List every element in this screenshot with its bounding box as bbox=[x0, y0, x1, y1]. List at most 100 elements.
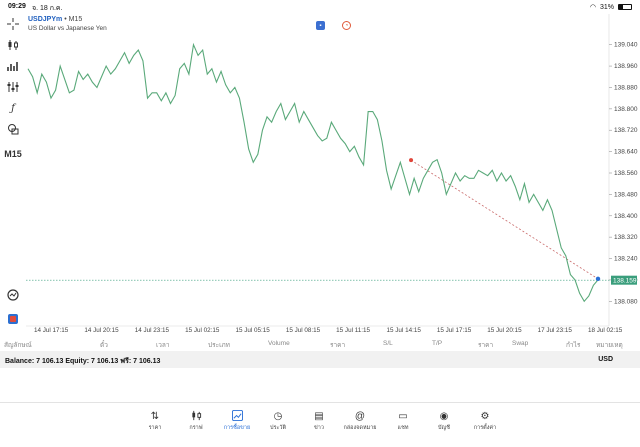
quotes-icon: ⇅ bbox=[150, 411, 160, 422]
y-tick-label: 138.800 bbox=[614, 106, 638, 113]
current-price-tag-bg bbox=[611, 275, 637, 285]
nav-settings-label: การตั้งค่า bbox=[473, 425, 497, 431]
symbol-bullet: • bbox=[64, 16, 67, 23]
y-tick-label: 138.560 bbox=[614, 170, 638, 177]
y-tick-label: 139.040 bbox=[614, 42, 638, 49]
y-tick-label: 138.400 bbox=[614, 213, 638, 220]
x-tick-label: 14 Jul 17:15 bbox=[34, 327, 69, 332]
chart-grid bbox=[26, 14, 610, 327]
x-tick-label: 14 Jul 23:15 bbox=[135, 327, 170, 332]
wifi-icon: ◠ bbox=[589, 4, 596, 11]
nav-history-label: ประวัติ bbox=[269, 425, 287, 431]
status-time: 09:29 bbox=[8, 3, 26, 10]
y-tick-label: 138.080 bbox=[614, 298, 638, 305]
status-bar: 09:29 จ. 18 ก.ค. ◠ 31% bbox=[0, 0, 640, 14]
nav-history[interactable]: ◷ ประวัติ bbox=[261, 410, 295, 432]
y-tick-label: 138.320 bbox=[614, 234, 638, 241]
x-tick-label: 15 Jul 11:15 bbox=[336, 327, 370, 332]
bottom-nav: ⇅ ราคา กราฟ การซื้อขาย ◷ ประวัติ ▤ ข่าว … bbox=[0, 402, 640, 447]
col-comment[interactable]: หมายเหตุ bbox=[596, 342, 623, 349]
col-symbol[interactable]: สัญลักษณ์ bbox=[4, 342, 32, 349]
col-current-price[interactable]: ราคา bbox=[478, 342, 494, 349]
nav-mailbox-label: กล่องจดหมาย bbox=[343, 425, 377, 431]
x-tick-label: 15 Jul 02:15 bbox=[185, 327, 220, 332]
status-right: ◠ 31% bbox=[590, 3, 632, 11]
y-tick-label: 138.720 bbox=[614, 127, 638, 134]
y-tick-label: 138.960 bbox=[614, 63, 638, 70]
x-tick-label: 15 Jul 20:15 bbox=[487, 327, 522, 332]
nav-quotes[interactable]: ⇅ ราคา bbox=[138, 410, 172, 432]
chat-icon: ▭ bbox=[398, 411, 408, 422]
symbol-timeframe: M15 bbox=[68, 16, 83, 23]
timeframe-badge[interactable]: M15 bbox=[4, 149, 22, 159]
y-tick-label: 138.640 bbox=[614, 149, 638, 156]
nav-trade-label: การซื้อขาย bbox=[223, 425, 251, 431]
nav-trade[interactable]: การซื้อขาย bbox=[220, 410, 254, 432]
nav-news[interactable]: ▤ ข่าว bbox=[302, 410, 336, 432]
symbol-name: USDJPYm bbox=[28, 16, 63, 23]
x-tick-label: 15 Jul 05:15 bbox=[235, 327, 270, 332]
symbol-description: US Dollar vs Japanese Yen bbox=[28, 25, 107, 32]
y-tick-label: 138.880 bbox=[614, 84, 638, 91]
settings-icon: ⚙ bbox=[480, 411, 490, 422]
x-tick-label: 14 Jul 20:15 bbox=[84, 327, 119, 332]
nav-settings[interactable]: ⚙ การตั้งค่า bbox=[468, 410, 502, 432]
account-icon: ◉ bbox=[439, 411, 449, 422]
shapes-icon[interactable] bbox=[4, 121, 22, 137]
y-tick-label: 138.240 bbox=[614, 256, 638, 263]
trend-line-start bbox=[409, 158, 414, 163]
battery-icon bbox=[618, 4, 632, 10]
history-icon: ◷ bbox=[273, 411, 283, 422]
status-date: จ. 18 ก.ค. bbox=[32, 5, 63, 12]
chart-icon bbox=[179, 410, 213, 424]
nav-chat[interactable]: ▭ แชท bbox=[386, 410, 420, 432]
nav-quotes-label: ราคา bbox=[148, 425, 162, 431]
col-tp[interactable]: T/P bbox=[432, 340, 443, 347]
trade-panel-icon[interactable] bbox=[4, 311, 22, 327]
price-series bbox=[27, 42, 599, 303]
nav-chart-label: กราฟ bbox=[189, 425, 203, 431]
one-click-sell-icon[interactable]: ▪ bbox=[316, 21, 325, 30]
balance-currency: USD bbox=[598, 356, 613, 363]
balance-text: Balance: 7 106.13 Equity: 7 106.13 ฟรี: … bbox=[5, 358, 161, 365]
candlestick-icon[interactable] bbox=[4, 37, 22, 53]
positions-header: สัญลักษณ์ ตั๋ว เวลา ประเภท Volume ราคา S… bbox=[0, 337, 640, 351]
objects-icon[interactable] bbox=[4, 79, 22, 95]
price-chart[interactable]: 139.040 138.960 138.880 138.800 138.720 138.6… bbox=[26, 14, 640, 332]
nav-account[interactable]: ◉ บัญชี bbox=[427, 410, 461, 432]
col-profit[interactable]: กำไร bbox=[566, 342, 581, 349]
x-tick-label: 17 Jul 23:15 bbox=[538, 327, 573, 332]
col-time[interactable]: เวลา bbox=[156, 342, 170, 349]
chart-tools: ƒ M15 bbox=[0, 14, 26, 332]
trade-levels-icon[interactable] bbox=[4, 287, 22, 303]
trend-line-end bbox=[595, 276, 601, 282]
col-type[interactable]: ประเภท bbox=[208, 342, 230, 349]
x-axis: 14 Jul 17:15 14 Jul 20:15 14 Jul 23:15 15 J… bbox=[34, 327, 623, 332]
col-ticket[interactable]: ตั๋ว bbox=[100, 342, 108, 349]
nav-chart[interactable]: กราฟ bbox=[179, 410, 213, 432]
mail-icon: @ bbox=[354, 411, 366, 422]
col-price[interactable]: ราคา bbox=[330, 342, 346, 349]
x-tick-label: 15 Jul 08:15 bbox=[286, 327, 321, 332]
symbol-line: USDJPYm • M15 bbox=[28, 16, 82, 23]
col-sl[interactable]: S/L bbox=[383, 340, 393, 347]
balance-row: Balance: 7 106.13 Equity: 7 106.13 ฟรี: … bbox=[0, 351, 640, 368]
nav-news-label: ข่าว bbox=[314, 425, 324, 431]
trade-icon bbox=[220, 410, 254, 424]
y-axis: 139.040 138.960 138.880 138.800 138.720 138.6… bbox=[609, 42, 638, 305]
current-price-text: 138.159 bbox=[613, 277, 637, 284]
col-volume[interactable]: Volume bbox=[268, 340, 290, 347]
nav-account-label: บัญชี bbox=[438, 425, 450, 431]
one-click-buy-icon[interactable]: ◔ bbox=[342, 21, 351, 30]
nav-mailbox[interactable]: @ กล่องจดหมาย bbox=[343, 410, 377, 432]
crosshair-icon[interactable] bbox=[4, 16, 22, 32]
battery-percent: 31% bbox=[599, 3, 614, 11]
x-tick-label: 18 Jul 02:15 bbox=[588, 327, 623, 332]
news-icon: ▤ bbox=[314, 411, 324, 422]
col-swap[interactable]: Swap bbox=[512, 340, 529, 347]
indicators-icon[interactable] bbox=[4, 58, 22, 74]
nav-chat-label: แชท bbox=[397, 425, 409, 431]
function-icon[interactable]: ƒ bbox=[11, 102, 15, 114]
chart-area[interactable]: USDJPYm • M15 US Dollar vs Japanese Yen … bbox=[26, 14, 640, 332]
